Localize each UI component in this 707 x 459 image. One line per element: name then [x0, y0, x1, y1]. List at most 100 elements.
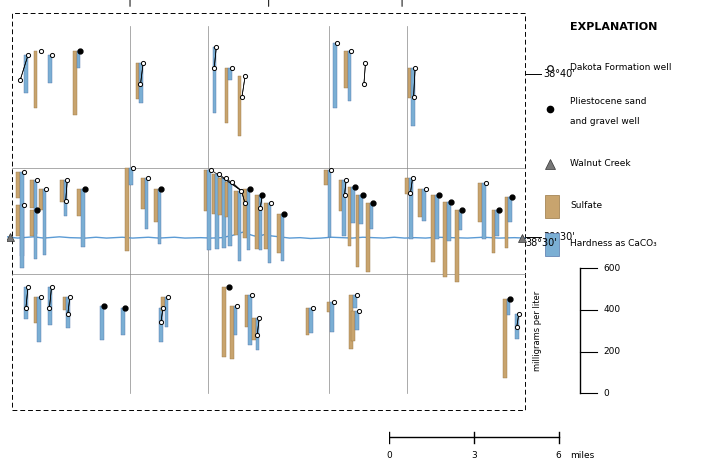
Bar	[281, 214, 284, 261]
Text: 38°30': 38°30'	[525, 238, 557, 248]
Bar	[348, 51, 351, 101]
Text: 400: 400	[604, 305, 621, 314]
Bar	[422, 189, 426, 221]
Bar	[366, 203, 370, 272]
Bar	[159, 308, 163, 342]
Bar	[328, 170, 332, 237]
Bar	[370, 203, 373, 230]
Text: 38°40': 38°40'	[543, 69, 575, 79]
Bar	[158, 189, 161, 244]
Bar	[16, 172, 20, 198]
Bar	[255, 318, 259, 350]
Bar	[268, 203, 271, 263]
Bar	[356, 195, 359, 267]
Bar	[455, 210, 459, 282]
Bar	[39, 189, 42, 210]
Bar	[447, 202, 451, 241]
Bar	[324, 170, 328, 185]
Bar	[30, 180, 34, 208]
Text: EXPLANATION: EXPLANATION	[570, 22, 658, 32]
Text: Pliestocene sand: Pliestocene sand	[571, 96, 647, 106]
Bar	[310, 308, 313, 333]
Bar	[306, 308, 310, 336]
Bar	[76, 51, 81, 68]
Bar	[66, 297, 70, 328]
Bar	[73, 51, 76, 115]
Bar	[508, 197, 512, 223]
Bar	[459, 210, 462, 230]
Bar	[30, 210, 34, 236]
Bar	[248, 295, 252, 345]
Bar	[252, 318, 256, 341]
Bar	[24, 55, 28, 94]
Bar	[34, 297, 37, 324]
Bar	[42, 189, 46, 255]
Bar	[355, 311, 358, 330]
Bar	[234, 191, 238, 235]
Bar	[139, 63, 143, 103]
Bar	[344, 51, 348, 88]
Bar	[353, 295, 356, 308]
Bar	[435, 195, 438, 239]
Bar	[247, 189, 250, 250]
Bar	[136, 63, 139, 99]
Bar	[405, 179, 409, 194]
Bar	[20, 206, 24, 269]
Text: 38°30': 38°30'	[543, 232, 575, 242]
Bar	[34, 180, 37, 234]
Text: miles: miles	[570, 451, 594, 459]
Bar	[100, 306, 104, 340]
Bar	[216, 174, 219, 249]
Bar	[507, 299, 510, 315]
Bar	[245, 295, 248, 327]
Bar	[330, 302, 334, 332]
Text: Sulfate: Sulfate	[571, 201, 602, 210]
Bar	[34, 210, 37, 259]
Text: 3: 3	[471, 451, 477, 459]
Bar	[515, 314, 519, 339]
Bar	[431, 195, 435, 263]
Bar	[228, 67, 232, 80]
Bar	[16, 206, 20, 236]
Bar	[48, 55, 52, 83]
Text: 600: 600	[604, 263, 621, 273]
Text: Dakota Formation well: Dakota Formation well	[571, 63, 672, 72]
Bar	[230, 306, 233, 359]
Bar	[348, 187, 351, 246]
Bar	[243, 189, 247, 238]
Bar	[129, 168, 133, 185]
Bar	[222, 287, 226, 358]
Bar	[411, 67, 415, 126]
Bar	[233, 306, 238, 335]
Bar	[505, 197, 508, 248]
Text: 200: 200	[604, 347, 621, 356]
Text: 6: 6	[556, 451, 561, 459]
Bar	[37, 297, 41, 342]
Bar	[161, 297, 165, 311]
Bar	[503, 299, 507, 378]
Bar	[255, 195, 259, 249]
Bar	[545, 233, 559, 256]
Bar	[443, 202, 447, 277]
Bar	[359, 195, 363, 224]
Text: Walnut Creek: Walnut Creek	[571, 159, 631, 168]
Text: and gravel well: and gravel well	[571, 118, 640, 127]
Bar	[264, 203, 268, 249]
Bar	[409, 179, 413, 239]
Bar	[259, 195, 262, 250]
Text: milligrams per liter: milligrams per liter	[532, 291, 542, 371]
Bar	[495, 210, 499, 236]
Bar	[351, 311, 355, 341]
Bar	[408, 67, 411, 98]
Bar	[491, 210, 495, 252]
Bar	[81, 189, 85, 247]
Bar	[482, 183, 486, 239]
Text: 0: 0	[386, 451, 392, 459]
Bar	[77, 189, 81, 216]
Bar	[333, 43, 337, 108]
Bar	[20, 172, 24, 256]
Bar	[419, 189, 422, 217]
Bar	[545, 195, 559, 218]
Bar	[277, 214, 281, 253]
Bar	[34, 51, 37, 107]
